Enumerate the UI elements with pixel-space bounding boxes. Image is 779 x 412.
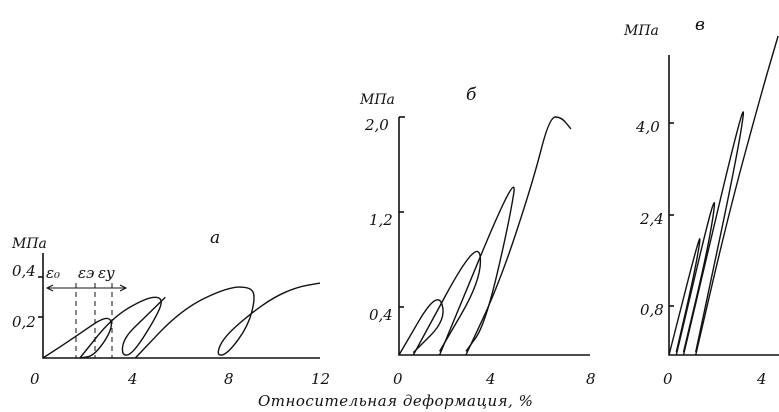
panel-a-x-label-0: 0 <box>30 370 40 388</box>
panel-a-unit: МПа <box>11 236 47 252</box>
panel-b-x-label-8: 8 <box>586 370 596 388</box>
panel-v-y-label-24: 2,4 <box>639 210 664 228</box>
panel-b-curve-1 <box>399 300 443 355</box>
panel-b-y-label-12: 1,2 <box>369 211 393 229</box>
epsilon-0-label: ε₀ <box>46 264 60 282</box>
panel-a: МПа а 0,4 0,2 0 4 8 12 ε₀ εэ εу <box>11 228 330 388</box>
panel-a-label: а <box>210 228 220 248</box>
panel-b-x-label-0: 0 <box>393 370 403 388</box>
panel-v-curve-2 <box>676 203 714 355</box>
panel-a-x-label-4: 4 <box>127 370 138 388</box>
panel-v-curve-3 <box>684 112 744 355</box>
panel-a-curve-3 <box>135 283 320 358</box>
panel-v-x-label-4: 4 <box>756 370 767 388</box>
x-axis-title: Относительная деформация, % <box>258 392 533 410</box>
panel-b-label: б <box>466 85 477 105</box>
panel-a-x-label-12: 12 <box>311 370 330 388</box>
panel-v-curve-1 <box>669 239 700 355</box>
panel-a-y-label-02: 0,2 <box>12 313 36 331</box>
panel-v-x-label-0: 0 <box>663 370 673 388</box>
panel-b: МПа б 2,0 1,2 0,4 0 4 8 <box>359 85 596 388</box>
panel-v-label: в <box>695 15 705 35</box>
panel-b-unit: МПа <box>359 92 395 108</box>
panel-b-axes <box>399 117 590 355</box>
panel-a-x-label-8: 8 <box>224 370 234 388</box>
panel-v-curve-4 <box>696 36 778 355</box>
panel-a-curve-1 <box>43 318 111 358</box>
panel-v-unit: МПа <box>623 23 659 39</box>
panel-b-y-label-04: 0,4 <box>369 306 393 324</box>
panel-a-y-label-04: 0,4 <box>12 262 36 280</box>
panel-v: МПа в 4,0 2,4 0,8 0 4 <box>623 15 779 388</box>
panel-a-curve-2 <box>80 297 165 358</box>
epsilon-u-label: εу <box>98 264 115 282</box>
panel-b-x-label-4: 4 <box>485 370 496 388</box>
panel-v-y-label-40: 4,0 <box>635 118 660 136</box>
panel-b-curve-4 <box>466 117 571 355</box>
panel-b-curve-2 <box>413 251 480 355</box>
panel-b-y-label-20: 2,0 <box>364 116 389 134</box>
panel-v-y-label-08: 0,8 <box>640 301 664 319</box>
epsilon-e-label: εэ <box>78 264 94 282</box>
